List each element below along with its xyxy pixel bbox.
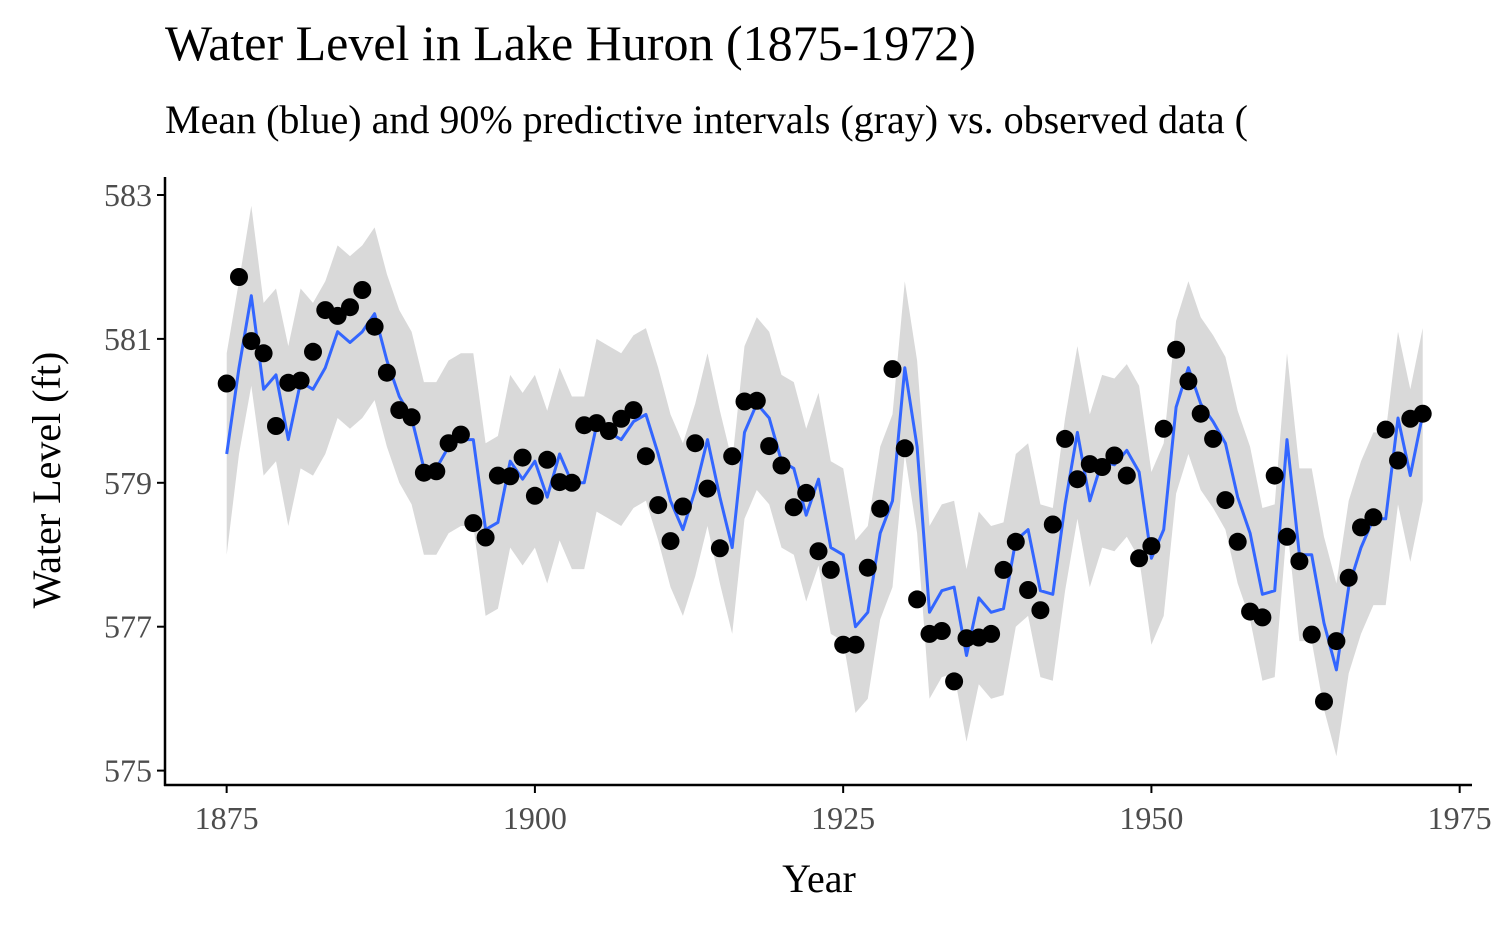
observed-point: [1167, 340, 1186, 359]
observed-point: [217, 374, 236, 393]
observed-point: [1093, 458, 1112, 476]
observed-point: [230, 268, 248, 286]
x-tick-label: 1900: [503, 800, 567, 836]
observed-point: [710, 539, 729, 558]
y-tick-label: 581: [104, 321, 152, 357]
observed-point: [304, 342, 322, 361]
x-tick-label: 1925: [811, 800, 875, 836]
observed-point: [895, 439, 914, 458]
observed-point: [1302, 625, 1321, 644]
observed-point: [858, 558, 877, 577]
observed-point: [834, 635, 853, 654]
interval-band: [226, 205, 1423, 757]
observed-point: [599, 422, 618, 440]
observed-point: [1389, 451, 1407, 470]
observed-point: [1043, 515, 1062, 534]
observed-point: [476, 528, 495, 547]
observed-point: [784, 498, 803, 517]
observed-point: [1290, 552, 1309, 571]
observed-point: [846, 635, 865, 654]
observed-point: [464, 514, 483, 533]
observed-point: [538, 450, 557, 469]
observed-point: [994, 560, 1013, 579]
observed-point: [1191, 404, 1210, 423]
observed-point: [1315, 692, 1333, 711]
observed-point: [1019, 581, 1038, 599]
observed-point: [353, 281, 372, 299]
observed-point: [673, 497, 692, 516]
observed-point: [821, 560, 840, 579]
observed-point: [624, 401, 643, 420]
observed-point: [1154, 419, 1173, 438]
observed-point: [649, 496, 668, 515]
observed-point: [809, 542, 828, 561]
observed-point: [513, 448, 532, 467]
observed-point: [1105, 446, 1124, 465]
observed-point: [254, 344, 273, 363]
observed-point: [686, 434, 705, 453]
y-tick-label: 583: [104, 177, 152, 213]
observed-point: [747, 391, 766, 410]
x-tick-label: 1875: [195, 800, 259, 836]
observed-point: [1339, 568, 1358, 587]
observed-point: [636, 447, 655, 466]
chart-title: Water Level in Lake Huron (1875-1972): [165, 15, 976, 71]
observed-point: [267, 417, 285, 435]
observed-point: [525, 486, 544, 505]
observed-point: [1006, 532, 1025, 551]
observed-point: [945, 672, 964, 691]
observed-point: [1352, 518, 1370, 537]
observed-point: [982, 624, 1001, 643]
y-axis-label: Water Level (ft): [24, 352, 69, 609]
observed-point: [1056, 429, 1075, 448]
observed-point: [1179, 372, 1198, 391]
observed-point: [797, 483, 816, 502]
observed-point: [1142, 537, 1161, 556]
observed-point: [1068, 470, 1087, 489]
observed-point: [772, 456, 791, 475]
observed-point: [698, 479, 717, 498]
observed-point: [1031, 601, 1050, 620]
observed-point: [1228, 532, 1247, 551]
observed-point: [1265, 466, 1284, 485]
y-tick-label: 577: [104, 609, 152, 645]
observed-point: [341, 298, 359, 317]
x-tick-label: 1975: [1428, 800, 1492, 836]
observed-point: [1327, 632, 1346, 651]
observed-point: [451, 425, 470, 444]
observed-point: [760, 437, 779, 456]
x-axis-label: Year: [782, 856, 856, 901]
observed-point: [501, 467, 520, 486]
observed-point: [1364, 508, 1383, 527]
observed-point: [932, 622, 951, 640]
chart-subtitle: Mean (blue) and 90% predictive intervals…: [165, 97, 1248, 142]
observed-point: [1216, 491, 1235, 510]
observed-point: [1117, 466, 1136, 485]
observed-point: [661, 532, 680, 551]
observed-point: [908, 590, 927, 609]
observed-point: [365, 317, 384, 336]
observed-point: [1278, 527, 1296, 546]
observed-point: [291, 371, 310, 390]
observed-point: [402, 408, 421, 427]
observed-point: [1204, 429, 1223, 448]
observed-point: [883, 360, 902, 379]
observed-point: [1130, 549, 1149, 568]
observed-point: [242, 332, 261, 351]
y-tick-label: 579: [104, 465, 152, 501]
observed-point: [1253, 608, 1272, 627]
observed-point: [1376, 420, 1395, 439]
observed-point: [1413, 404, 1432, 423]
observed-point: [871, 499, 890, 518]
observed-point: [723, 447, 742, 466]
observed-point: [377, 363, 396, 382]
x-tick-label: 1950: [1119, 800, 1183, 836]
y-tick-label: 575: [104, 753, 152, 789]
observed-point: [562, 473, 581, 492]
observed-point: [427, 462, 446, 481]
